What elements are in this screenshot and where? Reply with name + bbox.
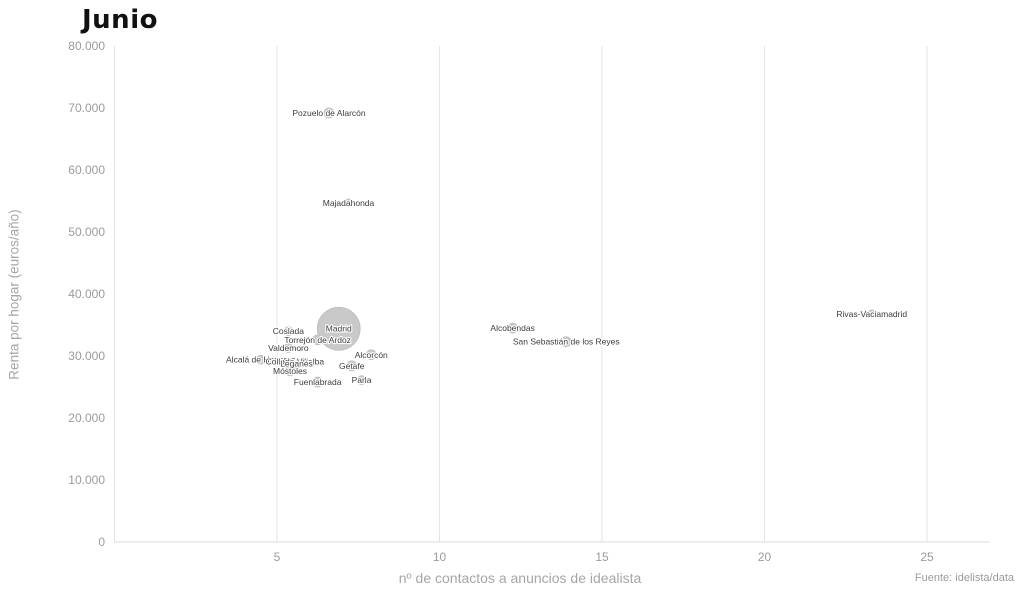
x-tick-label-15: 15 xyxy=(595,550,609,564)
y-axis-title: Renta por hogar (euros/año) xyxy=(6,209,22,380)
label-parla: Parla xyxy=(352,375,372,385)
label-leganes: Leganés xyxy=(280,358,313,368)
y-tick-label-30000: 30.000 xyxy=(68,349,105,363)
y-tick-label-40000: 40.000 xyxy=(68,287,105,301)
bubble-torrejon-de-ardoz xyxy=(312,334,323,346)
x-tick-label-20: 20 xyxy=(758,550,772,564)
label-pozuelo-de-alarcon: Pozuelo de Alarcón xyxy=(292,108,366,118)
bubble-coslada xyxy=(283,326,294,337)
y-tick-label-80000: 80.000 xyxy=(68,39,105,53)
label-getafe: Getafe xyxy=(339,361,365,371)
label-alcobendas: Alcobendas xyxy=(490,323,534,333)
bubble-mostoles xyxy=(284,365,296,377)
bubble-fuenlabrada xyxy=(312,376,323,388)
source-caption: Fuente: idelista/data xyxy=(914,572,1014,584)
x-tick-label-25: 25 xyxy=(920,550,934,564)
label-rivas-vaciamadrid: Rivas-Vaciamadrid xyxy=(836,309,907,319)
bubble-madrid xyxy=(316,306,361,351)
label-alcorcon: Alcorcón xyxy=(355,350,388,360)
bubble-san-sebastian-de-los-reyes xyxy=(560,336,572,348)
x-axis-title: nº de contactos a anuncios de idealista xyxy=(398,570,642,586)
label-torrejon-de-ardoz: Torrejón de Ardoz xyxy=(284,335,351,345)
y-tick-label-60000: 60.000 xyxy=(68,163,105,177)
y-tick-label-10000: 10.000 xyxy=(68,473,105,487)
label-alcala-de-henares: Alcalá de Henares xyxy=(226,355,295,365)
bubble-rivas-vaciamadrid xyxy=(867,309,877,319)
y-tick-label-50000: 50.000 xyxy=(68,225,105,239)
label-coslada: Coslada xyxy=(273,326,304,336)
bubble-parla xyxy=(356,375,367,386)
label-collado-villalba: Collado Villalba xyxy=(266,357,325,367)
x-tick-label-10: 10 xyxy=(433,550,447,564)
label-majadahonda: Majadahonda xyxy=(323,198,375,208)
bubble-majadahonda xyxy=(344,198,353,208)
y-tick-label-20000: 20.000 xyxy=(68,411,105,425)
label-san-sebastian-de-los-reyes: San Sebastián de los Reyes xyxy=(513,337,620,347)
bubble-pozuelo-de-alarcon xyxy=(323,107,335,119)
label-mostoles: Móstoles xyxy=(273,366,307,376)
label-fuenlabrada: Fuenlabrada xyxy=(294,377,342,387)
chart-title: Junio xyxy=(82,5,158,35)
bubble-valdemoro xyxy=(283,343,294,353)
bubble-alcobendas xyxy=(507,322,518,334)
label-valdemoro: Valdemoro xyxy=(268,343,309,353)
label-madrid: Madrid xyxy=(326,324,352,334)
x-tick-label-5: 5 xyxy=(274,550,281,564)
y-tick-label-0: 0 xyxy=(98,535,105,549)
bubble-alcala-de-henares xyxy=(255,354,266,365)
bubble-alcorcon xyxy=(365,349,377,361)
y-tick-label-70000: 70.000 xyxy=(68,101,105,115)
bubble-getafe xyxy=(346,360,358,372)
bubble-collado-villalba xyxy=(290,357,300,366)
